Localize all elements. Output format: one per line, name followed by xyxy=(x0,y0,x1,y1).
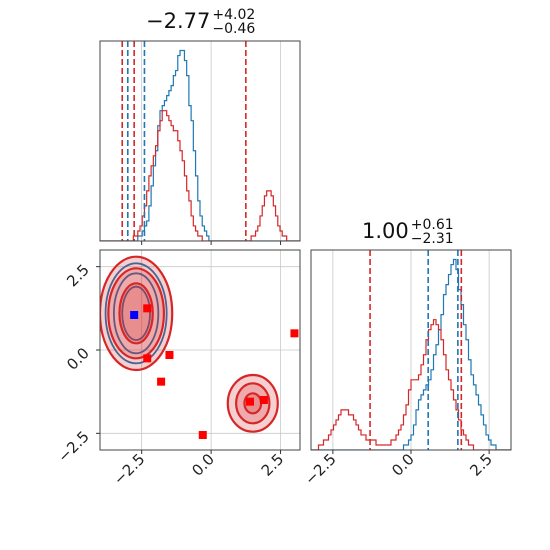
y-tick-label: −2.5 xyxy=(54,427,92,465)
density-contour-2 xyxy=(121,285,151,341)
density-contour-0 xyxy=(104,262,168,365)
red-point-7 xyxy=(290,329,299,338)
hist-bottom-right-panel: −2.5 0.0 2.5 xyxy=(301,249,512,489)
x-tick-label: 2.5 xyxy=(258,450,288,480)
x-tick-label: 0.0 xyxy=(388,450,418,480)
red-point-6 xyxy=(259,396,268,404)
title-minus: −2.31 xyxy=(410,231,454,247)
histogram-series-1 xyxy=(100,110,300,241)
x-tick-label: −2.5 xyxy=(301,450,339,488)
title-top-left: −2.77 +4.02 −0.46 xyxy=(146,8,255,36)
density-contour-1 xyxy=(112,272,160,355)
axes-frame xyxy=(99,40,301,242)
red-point-4 xyxy=(198,431,207,439)
red-point-2 xyxy=(165,351,174,359)
hist-top-left-panel xyxy=(99,40,301,245)
red-point-1 xyxy=(143,354,152,363)
title-plus: +4.02 xyxy=(212,7,256,23)
title-plus: +0.61 xyxy=(410,217,454,233)
red-point-3 xyxy=(157,377,166,386)
histogram-series-1 xyxy=(311,319,511,450)
red-point-5 xyxy=(246,397,254,406)
title-value: 1.00 xyxy=(362,219,409,243)
x-tick-label: 2.5 xyxy=(466,450,496,480)
x-tick-label: 0.0 xyxy=(188,450,218,480)
x-tick-label: −2.5 xyxy=(110,450,148,488)
scatter-panel: −2.5 0.0 2.5 2.5 0.0 −2.5 xyxy=(54,249,301,489)
histogram-series-0 xyxy=(311,258,511,450)
histogram-series-0 xyxy=(100,49,300,241)
red-point-0 xyxy=(143,304,152,313)
title-minus: −0.46 xyxy=(212,21,256,37)
y-tick-label: 0.0 xyxy=(63,344,93,374)
title-value: −2.77 xyxy=(146,9,211,33)
title-bottom-right: 1.00 +0.61 −2.31 xyxy=(362,218,454,246)
y-tick-label: 2.5 xyxy=(63,261,93,291)
blue-point-0 xyxy=(130,311,139,319)
